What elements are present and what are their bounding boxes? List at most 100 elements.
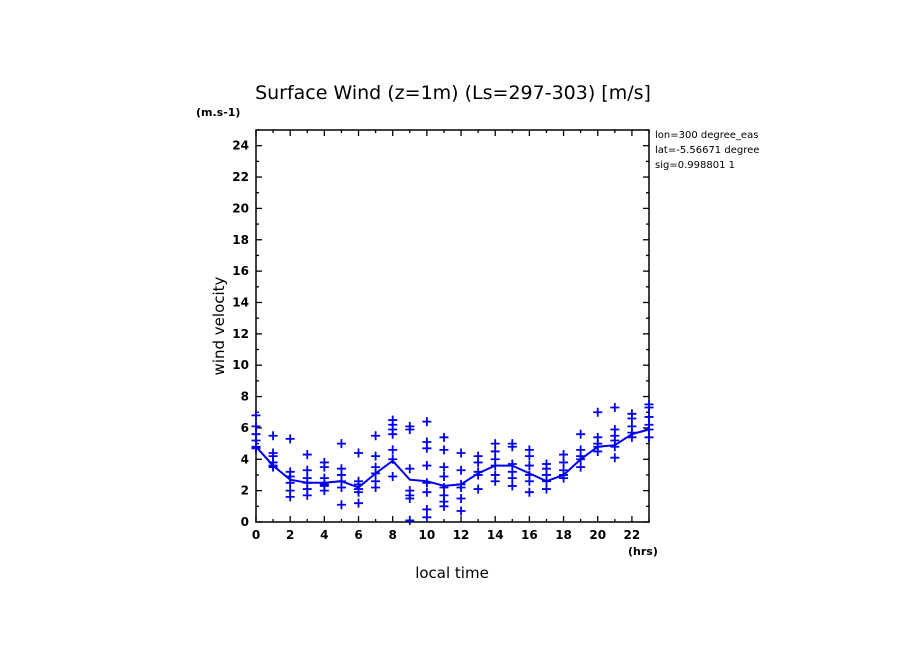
x-tick-label: 18 (555, 528, 572, 542)
mean-line (255, 428, 650, 489)
chart-title: Surface Wind (z=1m) (Ls=297-303) [m/s] (255, 82, 651, 104)
y-tick-label: 2 (241, 484, 249, 498)
scatter-point (644, 412, 654, 422)
scatter-point (354, 487, 364, 497)
scatter-point (302, 450, 312, 460)
y-tick-label: 4 (241, 452, 249, 466)
x-tick-label: 0 (252, 528, 260, 542)
scatter-point (439, 432, 449, 442)
x-tick-label: 2 (286, 528, 294, 542)
scatter-point (251, 421, 261, 431)
info-lat: lat=-5.56671 degree (655, 145, 759, 156)
scatter-point (610, 453, 620, 463)
scatter-point (456, 493, 466, 503)
info-clip (780, 125, 904, 175)
y-tick-label: 16 (232, 264, 249, 278)
x-tick-label: 20 (589, 528, 606, 542)
scatter-point (559, 450, 569, 460)
scatter-point (627, 414, 637, 424)
scatter-point (439, 501, 449, 511)
scatter-point (319, 486, 329, 496)
x-tick-label: 12 (453, 528, 470, 542)
y-tick-label: 14 (232, 295, 249, 309)
scatter-point (473, 457, 483, 467)
scatter-point (576, 429, 586, 439)
y-tick-label: 12 (232, 327, 249, 341)
y-tick-label: 10 (232, 358, 249, 372)
scatter-point (405, 424, 415, 434)
info-lon: lon=300 degree_eas (655, 130, 758, 141)
scatter-point (422, 504, 432, 514)
x-tick-label: 8 (389, 528, 397, 542)
y-tick-label: 8 (241, 390, 249, 404)
scatter-point (456, 448, 466, 458)
scatter-point (371, 451, 381, 461)
scatter-point (439, 462, 449, 472)
x-tick-label: 10 (419, 528, 436, 542)
scatter-point (302, 465, 312, 475)
y-tick-label: 6 (241, 421, 249, 435)
x-tick-label: 16 (521, 528, 538, 542)
scatter-point (456, 465, 466, 475)
scatter-point (405, 515, 415, 525)
scatter-point (371, 483, 381, 493)
scatter-point (422, 461, 432, 471)
x-unit-label: (hrs) (628, 545, 658, 558)
scatter-point (354, 448, 364, 458)
scatter-point (422, 443, 432, 453)
scatter-point (576, 462, 586, 472)
y-tick-label: 18 (232, 233, 249, 247)
scatter-point (422, 512, 432, 522)
y-axis-label: wind velocity (210, 276, 228, 375)
scatter-point (490, 439, 500, 449)
scatter-point (388, 472, 398, 482)
scatter-point (559, 457, 569, 467)
y-tick-label: 22 (232, 170, 249, 184)
x-tick-label: 14 (487, 528, 504, 542)
scatter-point (644, 432, 654, 442)
scatter-point (422, 417, 432, 427)
scatter-point (524, 476, 534, 486)
scatter-point (610, 403, 620, 413)
scatter-point (251, 410, 261, 420)
x-axis-label: local time (415, 564, 489, 582)
scatter-point (336, 483, 346, 493)
info-sig: sig=0.998801 1 (655, 160, 735, 171)
x-tick-label: 22 (624, 528, 641, 542)
x-tick-label: 4 (320, 528, 328, 542)
plot-frame (255, 129, 650, 523)
info-box: lon=300 degree_eas lat=-5.56671 degree s… (655, 125, 904, 175)
scatter-point (354, 498, 364, 508)
scatter-point (336, 500, 346, 510)
scatter-point (302, 490, 312, 500)
scatter-point (285, 434, 295, 444)
scatter-point (507, 442, 517, 452)
y-tick-label: 24 (232, 139, 249, 153)
scatter-point (507, 473, 517, 483)
scatter-point (644, 403, 654, 413)
scatter-point (388, 445, 398, 455)
scatter-point (439, 445, 449, 455)
y-unit-label: (m.s-1) (196, 106, 240, 119)
y-tick-label: 0 (241, 515, 249, 529)
scatter-point (473, 484, 483, 494)
scatter-point (371, 431, 381, 441)
data-series (251, 399, 654, 525)
scatter-point (524, 487, 534, 497)
scatter-point (490, 446, 500, 456)
scatter-point (524, 451, 534, 461)
scatter-point (541, 484, 551, 494)
scatter-point (507, 459, 517, 469)
scatter-point (405, 493, 415, 503)
scatter-point (456, 506, 466, 516)
scatter-point (507, 481, 517, 491)
scatter-point (336, 439, 346, 449)
scatter-point (439, 483, 449, 493)
scatter-point (610, 442, 620, 452)
scatter-point (405, 464, 415, 474)
scatter-point (319, 462, 329, 472)
scatter-point (524, 461, 534, 471)
y-tick-label: 20 (232, 201, 249, 215)
